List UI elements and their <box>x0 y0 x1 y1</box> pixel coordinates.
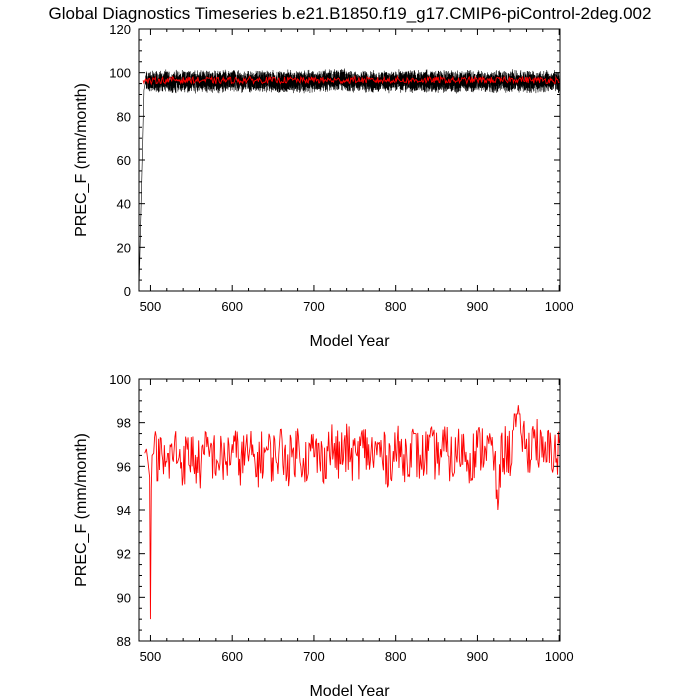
y-tick-label: 0 <box>124 284 131 299</box>
y-tick-label: 100 <box>109 372 131 387</box>
series-line-1 <box>144 405 560 620</box>
y-tick-label: 92 <box>117 547 131 562</box>
y-tick-label: 88 <box>117 634 131 649</box>
y-tick-label: 90 <box>117 590 131 605</box>
x-tick-label: 700 <box>303 649 325 664</box>
chart-title: Global Diagnostics Timeseries b.e21.B185… <box>49 4 652 23</box>
x-tick-label: 600 <box>221 299 243 314</box>
y-tick-label: 80 <box>117 109 131 124</box>
y-tick-label: 60 <box>117 153 131 168</box>
y-tick-label: 98 <box>117 416 131 431</box>
y-tick-label: 100 <box>109 66 131 81</box>
y-tick-label: 96 <box>117 459 131 474</box>
x-axis-label: Model Year <box>309 333 390 350</box>
x-tick-label: 700 <box>303 299 325 314</box>
plot-area <box>139 68 560 291</box>
top-panel: 500 600 700 800 900 1000 0 20 40 60 80 100 120 Model … <box>73 22 574 350</box>
y-tick-label: 94 <box>117 503 131 518</box>
x-tick-label: 600 <box>221 649 243 664</box>
y-axis-label: PREC_F (mm/month) <box>73 433 90 587</box>
y-tick-label: 120 <box>109 22 131 37</box>
x-tick-label: 900 <box>467 649 489 664</box>
plot-area <box>144 405 560 620</box>
series-line-1 <box>139 68 560 291</box>
x-tick-label: 500 <box>140 649 162 664</box>
y-tick-label: 40 <box>117 197 131 212</box>
bottom-panel: 500 600 700 800 900 1000 88 90 92 94 96 98 100 Model … <box>73 372 574 700</box>
x-tick-label: 1000 <box>545 649 574 664</box>
x-axis-label: Model Year <box>309 683 390 700</box>
plot-frame <box>138 28 561 292</box>
x-tick-label: 800 <box>385 649 407 664</box>
x-tick-label: 500 <box>140 299 162 314</box>
x-tick-label: 1000 <box>545 299 574 314</box>
y-tick-label: 20 <box>117 240 131 255</box>
series-line-2 <box>142 75 560 86</box>
y-axis-label: PREC_F (mm/month) <box>73 83 90 237</box>
x-tick-label: 900 <box>467 299 489 314</box>
x-tick-label: 800 <box>385 299 407 314</box>
plot-frame <box>138 378 561 642</box>
